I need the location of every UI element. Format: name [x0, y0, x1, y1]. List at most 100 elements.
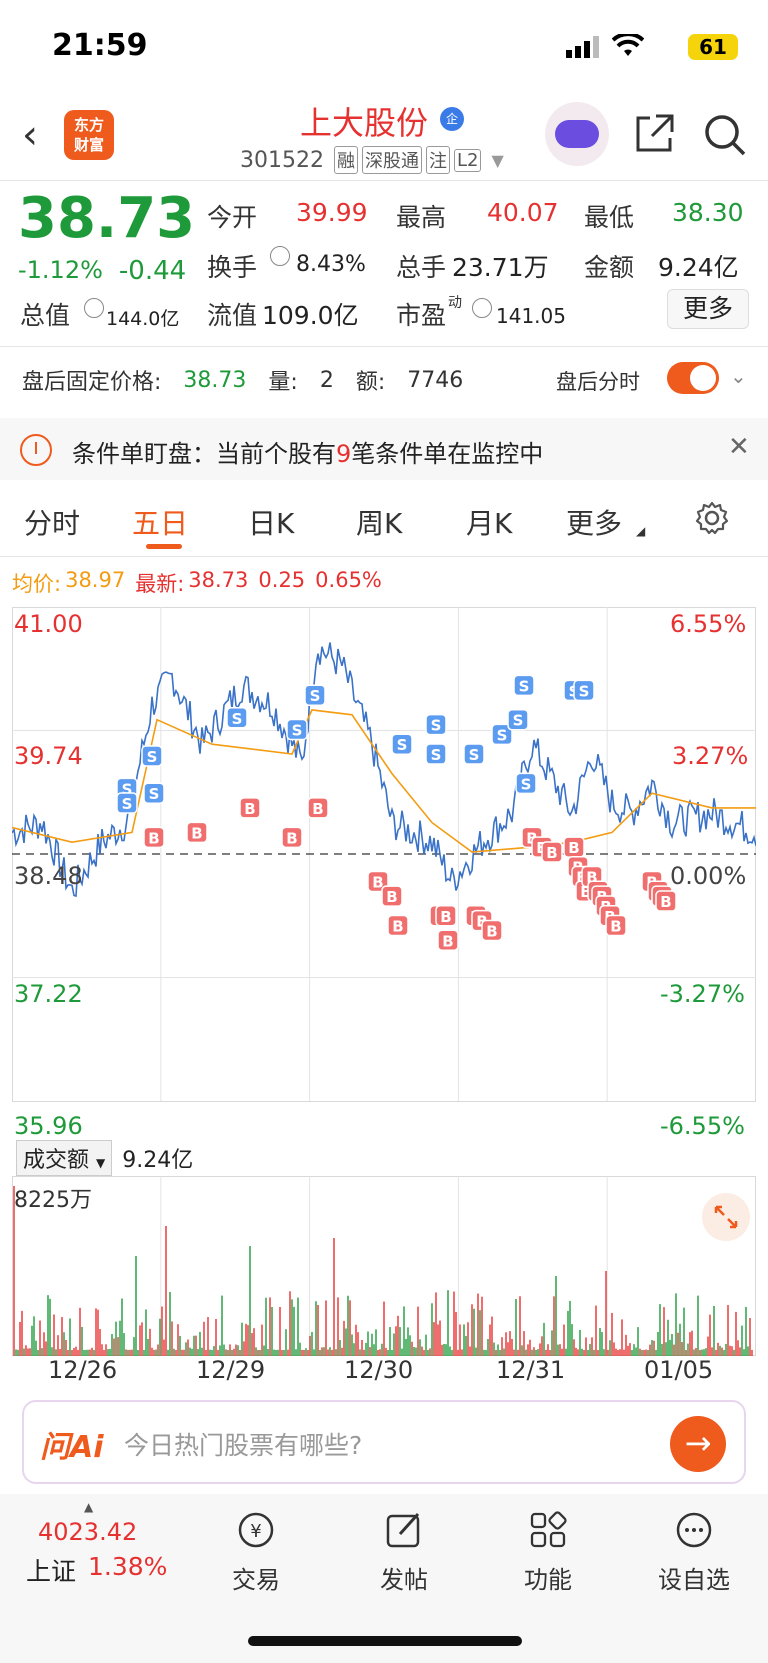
volume-chart[interactable] — [12, 1176, 756, 1356]
clock-target-icon — [20, 434, 52, 466]
latest-value: 38.73 — [188, 568, 249, 592]
search-icon[interactable] — [702, 112, 748, 158]
value-volume: 23.71万 — [452, 253, 549, 282]
more-quote-button[interactable]: 更多 — [667, 289, 749, 329]
ai-input-placeholder[interactable]: 今日热门股票有哪些? — [124, 1431, 363, 1460]
value-high: 40.07 — [487, 198, 559, 227]
buy-marker-box — [186, 821, 208, 844]
ai-search-bar[interactable]: 问Ai 今日热门股票有哪些? → — [22, 1400, 746, 1484]
sell-marker-box — [515, 772, 537, 795]
stock-name[interactable]: 上大股份 — [300, 104, 429, 142]
buy-marker-label: B — [476, 913, 487, 931]
stock-code-line[interactable]: 301522 融 深股通 注 L2 ▼ — [240, 146, 504, 174]
tag-registration: 注 — [425, 146, 450, 174]
volume-selector[interactable]: 成交额 ▼ — [16, 1140, 113, 1176]
label-amount: 金额 — [584, 253, 635, 282]
chevron-down-icon: ▼ — [491, 150, 504, 170]
sell-marker-box — [286, 718, 308, 741]
sell-marker-label: S — [397, 736, 408, 754]
alert-suffix: 笔条件单在监控中 — [351, 440, 544, 468]
buy-marker-label: B — [586, 869, 597, 887]
index-value[interactable]: 4023.42 — [38, 1518, 138, 1546]
info-icon[interactable] — [84, 298, 104, 318]
status-bar: 21:59 61 — [0, 0, 768, 90]
expand-icon[interactable] — [702, 1193, 750, 1241]
after-hours-price: 38.73 — [183, 367, 247, 393]
y-label-lower: 37.22 — [14, 980, 83, 1008]
buy-marker: B — [281, 826, 303, 849]
value-float-cap: 109.0亿 — [262, 301, 359, 330]
sell-marker-label: S — [149, 785, 160, 803]
ai-assistant-avatar[interactable] — [545, 102, 609, 166]
volume-max-label: 8225万 — [14, 1188, 92, 1213]
value-pe: 141.05 — [496, 304, 566, 328]
info-icon[interactable] — [270, 246, 290, 266]
buy-marker-label: B — [580, 883, 591, 901]
arrow-right-icon[interactable]: → — [670, 1416, 726, 1472]
sell-marker-label: S — [292, 722, 303, 740]
sell-marker-label: S — [497, 726, 508, 744]
chevron-down-icon[interactable]: ⌄ — [730, 364, 747, 388]
buy-marker-box — [605, 914, 627, 937]
buy-marker-label: B — [486, 922, 497, 940]
nav-functions[interactable]: 功能 — [498, 1510, 598, 1595]
nav-post[interactable]: 发帖 — [354, 1510, 454, 1595]
buy-marker-box — [367, 870, 389, 893]
value-amount: 9.24亿 — [658, 253, 739, 282]
buy-marker-box — [381, 885, 403, 907]
buy-marker-label: B — [148, 829, 159, 847]
sell-marker: S — [425, 743, 447, 765]
sell-marker-label: S — [513, 712, 524, 730]
sell-marker-label: S — [519, 677, 530, 695]
buy-marker-label: B — [312, 800, 323, 818]
sell-marker-label: S — [431, 717, 442, 735]
sell-marker-box — [463, 743, 485, 765]
app-logo[interactable]: 东方财富 — [64, 110, 114, 160]
x-date: 12/29 — [196, 1356, 266, 1384]
five-day-price-chart[interactable]: SSSSSSSSSSSSSSSSSBBBBBBBBBBBBBBBBBBBBBBB… — [12, 607, 756, 1137]
buy-marker: B — [381, 885, 403, 907]
volume-total: 9.24亿 — [122, 1148, 194, 1173]
buy-marker: B — [186, 821, 208, 844]
back-button[interactable]: ‹ — [22, 112, 38, 158]
label-open: 今开 — [207, 203, 258, 232]
share-icon[interactable] — [632, 112, 676, 156]
buy-marker: B — [435, 905, 457, 927]
avg-price-label: 均价: — [12, 572, 62, 596]
change-percent: -1.12% — [18, 256, 103, 284]
index-name: 上证 — [26, 1557, 77, 1586]
nav-add-watchlist[interactable]: 设自选 — [644, 1510, 744, 1595]
tab-monthly-k[interactable]: 月K — [466, 507, 513, 540]
buy-marker: B — [307, 797, 329, 819]
volume-header: 成交额 ▼ 9.24亿 — [16, 1140, 193, 1176]
buy-marker-label: B — [440, 908, 451, 926]
gear-icon[interactable] — [694, 500, 730, 536]
buy-marker-label: B — [191, 824, 202, 842]
sell-marker: S — [573, 679, 595, 702]
tab-more[interactable]: 更多 — [566, 507, 623, 540]
buy-marker-label: B — [372, 873, 383, 891]
buy-marker: B — [563, 836, 585, 858]
tab-weekly-k[interactable]: 周K — [356, 507, 403, 540]
tab-timeshare[interactable]: 分时 — [24, 507, 81, 540]
info-icon[interactable] — [472, 298, 492, 318]
after-hours-amt-label: 额: — [355, 370, 386, 395]
buy-marker-box — [437, 929, 459, 952]
close-icon[interactable]: ✕ — [728, 432, 750, 462]
buy-marker-label: B — [244, 800, 255, 818]
x-date: 12/31 — [496, 1356, 566, 1384]
buy-marker: B — [367, 870, 389, 893]
after-hours-toggle[interactable] — [667, 362, 719, 394]
triangle-icon: ◢ — [636, 524, 646, 538]
condition-order-alert[interactable]: 条件单盯盘：当前个股有9笔条件单在监控中 ✕ — [0, 418, 768, 480]
grid-icon — [530, 1511, 567, 1548]
x-date: 01/05 — [644, 1356, 714, 1384]
latest-change: 0.25 — [258, 568, 306, 592]
index-line[interactable]: 上证 1.38% — [26, 1552, 167, 1588]
nav-trade-label: 交易 — [232, 1566, 280, 1594]
tab-five-day[interactable]: 五日 — [132, 507, 189, 540]
wifi-icon — [612, 34, 644, 56]
tab-daily-k[interactable]: 日K — [248, 507, 295, 540]
nav-add-watchlist-label: 设自选 — [658, 1566, 730, 1594]
nav-trade[interactable]: ¥ 交易 — [206, 1510, 306, 1595]
